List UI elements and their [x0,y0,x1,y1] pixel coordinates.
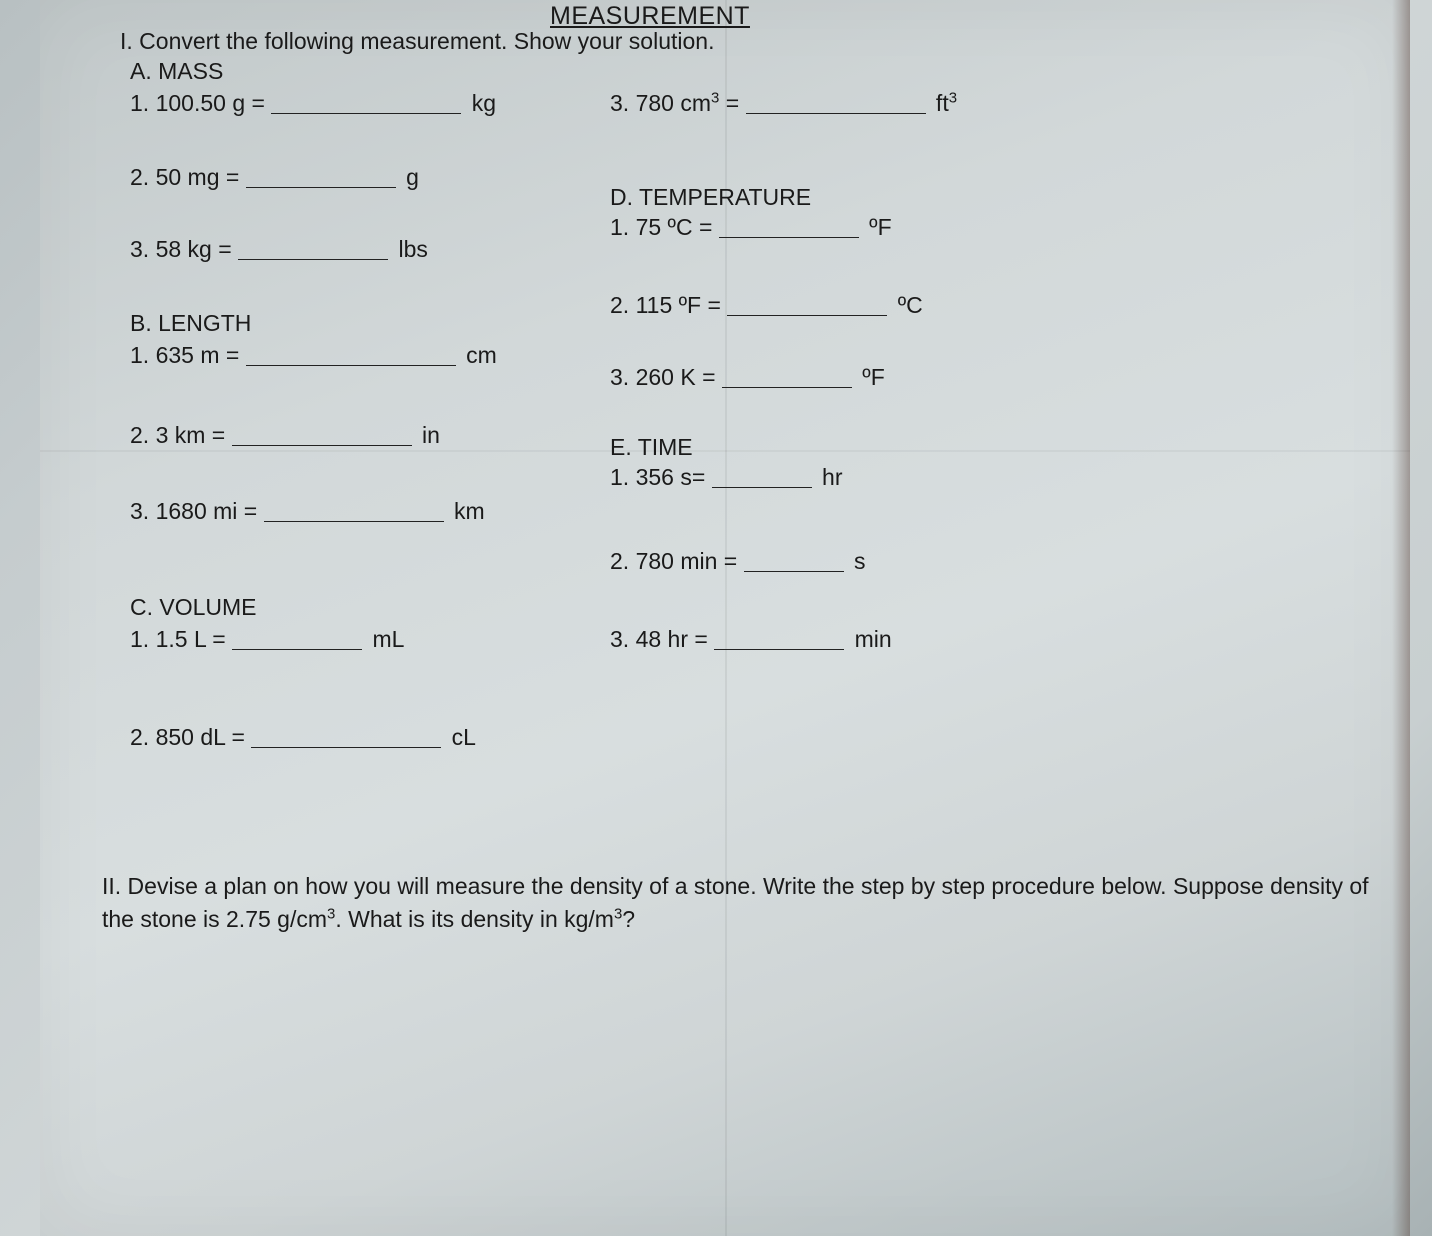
answer-blank[interactable] [746,89,926,114]
item-number: 2. [610,292,636,318]
section-c-heading: C. VOLUME [130,594,257,621]
item-lhs: 850 dL = [156,724,252,750]
section-a-heading: A. MASS [130,58,223,85]
item-d2: 2. 115 ºF = ºC [610,288,923,319]
item-number: 2. [130,164,156,190]
answer-blank[interactable] [251,723,441,748]
item-unit: km [448,498,485,524]
item-lhs: 635 m = [156,342,246,368]
item-lhs: 115 ºF = [636,292,728,318]
item-c2: 2. 850 dL = cL [130,720,476,751]
item-unit: cL [445,724,476,750]
item-lhs: 356 s= [636,464,712,490]
item-number: 3. [610,364,636,390]
section-d-heading: D. TEMPERATURE [610,184,811,211]
item-number: 1. [610,214,636,240]
answer-blank[interactable] [232,625,362,650]
item-unit: min [848,626,891,652]
item-lhs: 48 hr = [636,626,715,652]
item-number: 1. [130,342,156,368]
answer-blank[interactable] [246,163,396,188]
answer-blank[interactable] [727,291,887,316]
answer-blank[interactable] [714,625,844,650]
item-unit: ºF [863,214,892,240]
item-a3: 3. 58 kg = lbs [130,232,428,263]
item-number: 1. [130,90,156,116]
item-lhs: 58 kg = [156,236,238,262]
item-a1: 1. 100.50 g = kg [130,86,496,117]
item-d1: 1. 75 ºC = ºF [610,210,892,241]
answer-blank[interactable] [719,213,859,238]
item-unit: ºC [891,292,922,318]
page-title: MEASUREMENT [550,2,750,31]
item-unit: in [416,422,440,448]
item-b3: 3. 1680 mi = km [130,494,485,525]
instruction-text: I. Convert the following measurement. Sh… [120,28,714,55]
item-lhs: 260 K = [636,364,722,390]
item-number: 2. [610,548,636,574]
answer-blank[interactable] [744,547,844,572]
item-lhs: 780 min = [636,548,744,574]
item-c1: 1. 1.5 L = mL [130,622,404,653]
item-b2: 2. 3 km = in [130,418,440,449]
item-unit: g [400,164,419,190]
answer-blank[interactable] [712,463,812,488]
item-a2: 2. 50 mg = g [130,160,419,191]
item-unit: hr [816,464,843,490]
item-number: 1. [610,464,636,490]
item-unit: ºF [856,364,885,390]
item-number: 2. [130,422,156,448]
item-e1: 1. 356 s= hr [610,460,843,491]
answer-blank[interactable] [246,341,456,366]
answer-blank[interactable] [271,89,461,114]
item-unit: cm [460,342,497,368]
item-number: 3. [130,498,156,524]
item-e2: 2. 780 min = s [610,544,866,575]
worksheet-page: MEASUREMENT I. Convert the following mea… [40,0,1410,1236]
item-unit: lbs [392,236,428,262]
item-unit: kg [465,90,496,116]
item-number: 2. [130,724,156,750]
item-number: 3. [610,626,636,652]
item-unit: ft3 [930,90,957,116]
item-b1: 1. 635 m = cm [130,338,497,369]
item-unit: s [848,548,866,574]
section-e-heading: E. TIME [610,434,693,461]
answer-blank[interactable] [264,497,444,522]
item-lhs: 780 cm3 = [636,90,746,116]
answer-blank[interactable] [238,235,388,260]
fold-horizontal [40,450,1410,452]
item-number: 1. [130,626,156,652]
item-lhs: 1680 mi = [156,498,264,524]
section-b-heading: B. LENGTH [130,310,251,337]
answer-blank[interactable] [232,421,412,446]
item-d3: 3. 260 K = ºF [610,360,885,391]
item-lhs: 100.50 g = [156,90,272,116]
photo-edge-shadow [1392,0,1410,1236]
item-e3: 3. 48 hr = min [610,622,892,653]
item-lhs: 75 ºC = [636,214,719,240]
answer-blank[interactable] [722,363,852,388]
item-number: 3. [610,90,636,116]
item-c3: 3. 780 cm3 = ft3 [610,86,957,117]
item-number: 3. [130,236,156,262]
item-lhs: 3 km = [156,422,232,448]
item-lhs: 1.5 L = [156,626,233,652]
item-unit: mL [366,626,404,652]
part-ii-text: II. Devise a plan on how you will measur… [102,870,1402,937]
item-lhs: 50 mg = [156,164,246,190]
